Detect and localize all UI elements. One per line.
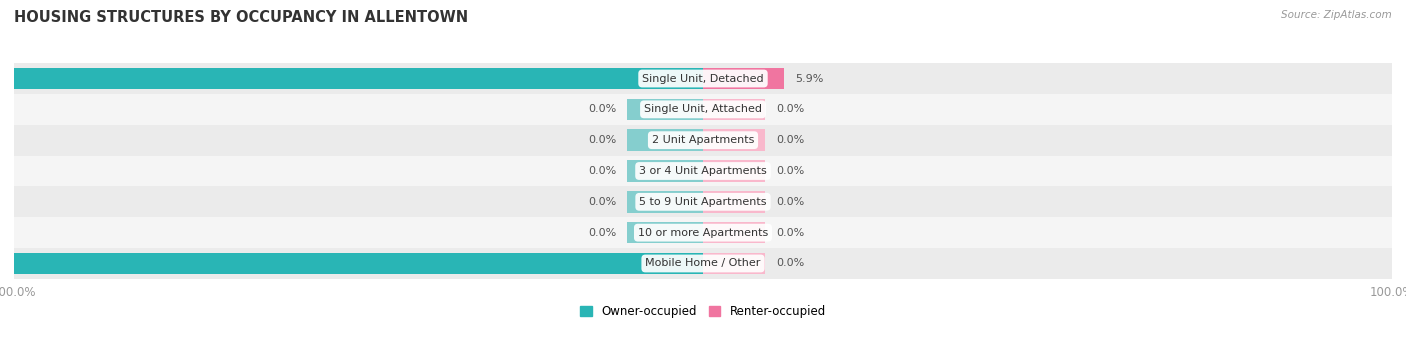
Bar bbox=[14, 125, 1392, 156]
Text: 5 to 9 Unit Apartments: 5 to 9 Unit Apartments bbox=[640, 197, 766, 207]
Text: 5.9%: 5.9% bbox=[796, 74, 824, 83]
Bar bbox=[14, 217, 1392, 248]
Text: 3 or 4 Unit Apartments: 3 or 4 Unit Apartments bbox=[640, 166, 766, 176]
Text: 0.0%: 0.0% bbox=[588, 104, 616, 114]
Text: 0.0%: 0.0% bbox=[588, 228, 616, 238]
Bar bbox=[0, 68, 703, 89]
Text: 0.0%: 0.0% bbox=[588, 197, 616, 207]
Text: 0.0%: 0.0% bbox=[776, 197, 804, 207]
Bar bbox=[703, 222, 765, 244]
Text: 0.0%: 0.0% bbox=[776, 135, 804, 145]
Text: 0.0%: 0.0% bbox=[776, 228, 804, 238]
Bar bbox=[14, 156, 1392, 186]
Text: 10 or more Apartments: 10 or more Apartments bbox=[638, 228, 768, 238]
Text: 0.0%: 0.0% bbox=[588, 166, 616, 176]
Text: Single Unit, Attached: Single Unit, Attached bbox=[644, 104, 762, 114]
Bar bbox=[627, 191, 703, 213]
Bar bbox=[703, 129, 765, 151]
Bar bbox=[627, 222, 703, 244]
Text: 0.0%: 0.0% bbox=[776, 259, 804, 268]
Text: Single Unit, Detached: Single Unit, Detached bbox=[643, 74, 763, 83]
Legend: Owner-occupied, Renter-occupied: Owner-occupied, Renter-occupied bbox=[575, 300, 831, 323]
Bar bbox=[627, 160, 703, 182]
Bar bbox=[14, 248, 1392, 279]
Bar bbox=[14, 94, 1392, 125]
Text: 2 Unit Apartments: 2 Unit Apartments bbox=[652, 135, 754, 145]
Bar bbox=[703, 253, 765, 274]
Bar bbox=[703, 191, 765, 213]
Text: Mobile Home / Other: Mobile Home / Other bbox=[645, 259, 761, 268]
Text: 0.0%: 0.0% bbox=[588, 135, 616, 145]
Bar bbox=[14, 186, 1392, 217]
Bar bbox=[703, 160, 765, 182]
Bar bbox=[703, 68, 785, 89]
Text: 0.0%: 0.0% bbox=[776, 104, 804, 114]
Bar bbox=[627, 129, 703, 151]
Bar bbox=[14, 63, 1392, 94]
Text: Source: ZipAtlas.com: Source: ZipAtlas.com bbox=[1281, 10, 1392, 20]
Text: 0.0%: 0.0% bbox=[776, 166, 804, 176]
Bar bbox=[703, 98, 765, 120]
Bar bbox=[627, 98, 703, 120]
Text: HOUSING STRUCTURES BY OCCUPANCY IN ALLENTOWN: HOUSING STRUCTURES BY OCCUPANCY IN ALLEN… bbox=[14, 10, 468, 25]
Bar bbox=[0, 253, 703, 274]
